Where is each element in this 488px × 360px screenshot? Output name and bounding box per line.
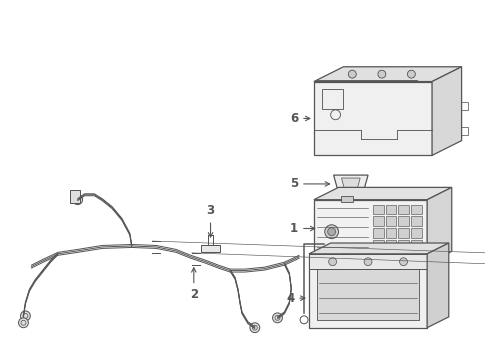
Text: 2: 2 (189, 268, 198, 301)
Circle shape (399, 258, 407, 266)
Bar (385, 204, 396, 215)
Polygon shape (308, 254, 426, 328)
Polygon shape (426, 243, 448, 328)
Bar (398, 216, 408, 226)
Text: 5: 5 (289, 177, 329, 190)
Circle shape (377, 70, 385, 78)
Polygon shape (313, 67, 461, 82)
Bar (410, 204, 421, 215)
Text: 6: 6 (289, 112, 309, 125)
Circle shape (19, 318, 28, 328)
Circle shape (20, 311, 30, 321)
Text: 4: 4 (285, 292, 305, 305)
Bar (410, 216, 421, 226)
Bar (321, 89, 343, 109)
Circle shape (327, 228, 335, 236)
Polygon shape (308, 243, 448, 254)
Bar (385, 228, 396, 238)
Bar (398, 228, 408, 238)
Circle shape (73, 195, 82, 204)
Bar (340, 196, 352, 202)
Bar (372, 216, 383, 226)
Text: 3: 3 (206, 204, 214, 237)
Bar (372, 240, 383, 250)
Polygon shape (313, 82, 431, 156)
Circle shape (407, 70, 414, 78)
Polygon shape (316, 269, 418, 320)
Polygon shape (313, 200, 426, 264)
Bar (385, 216, 396, 226)
Circle shape (249, 323, 259, 333)
Polygon shape (313, 188, 451, 200)
Polygon shape (308, 254, 426, 269)
Bar (372, 204, 383, 215)
Text: 1: 1 (289, 222, 314, 235)
Circle shape (324, 225, 338, 239)
Polygon shape (333, 175, 367, 193)
Circle shape (328, 258, 336, 266)
Bar (398, 204, 408, 215)
Circle shape (272, 313, 282, 323)
Bar (372, 228, 383, 238)
Polygon shape (431, 67, 461, 156)
Polygon shape (70, 190, 80, 203)
Bar (460, 127, 468, 135)
Bar (410, 228, 421, 238)
Bar (460, 102, 468, 110)
Bar (410, 240, 421, 250)
Bar (398, 240, 408, 250)
Bar (385, 240, 396, 250)
Polygon shape (341, 178, 360, 189)
Polygon shape (426, 188, 451, 264)
Circle shape (364, 258, 371, 266)
Polygon shape (200, 245, 220, 252)
Circle shape (347, 70, 356, 78)
